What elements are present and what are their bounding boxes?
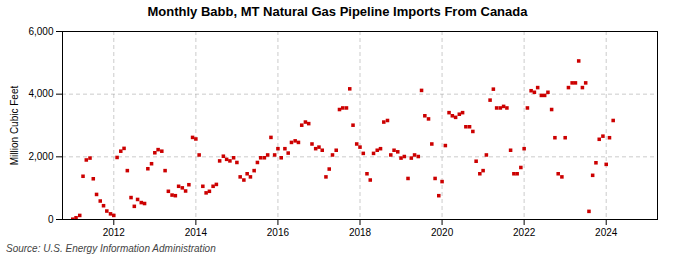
svg-text:2022: 2022 (513, 227, 536, 238)
svg-text:2,000: 2,000 (28, 151, 53, 162)
svg-text:2018: 2018 (349, 227, 372, 238)
svg-text:Million Cubic Feet: Million Cubic Feet (9, 86, 20, 166)
svg-text:2024: 2024 (595, 227, 618, 238)
svg-text:2012: 2012 (103, 227, 126, 238)
svg-text:0: 0 (48, 214, 54, 225)
svg-text:2020: 2020 (431, 227, 454, 238)
svg-text:2014: 2014 (185, 227, 208, 238)
html-text:Monthly Babb, MT Natural Gas P: Monthly Babb, MT Natural Gas Pipeline Im… (147, 4, 528, 19)
svg-text:2016: 2016 (267, 227, 290, 238)
svg-text:6,000: 6,000 (28, 26, 53, 37)
svg-text:4,000: 4,000 (28, 88, 53, 99)
html-text:Source: U.S. Energy Informatio: Source: U.S. Energy Information Administ… (6, 243, 216, 254)
